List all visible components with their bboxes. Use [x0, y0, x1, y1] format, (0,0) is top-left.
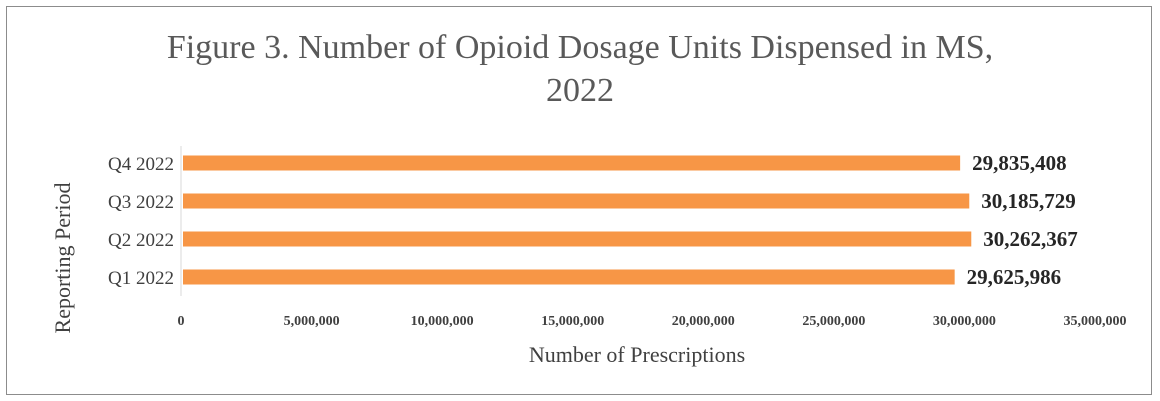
x-tick-label: 5,000,000 — [284, 314, 340, 329]
data-labels: 29,625,986 30,262,367 30,185,729 29,835,408 — [967, 151, 1078, 289]
category-label: Q4 2022 — [108, 154, 174, 175]
x-tick-labels: 0 5,000,000 10,000,000 15,000,000 20,000,000… — [178, 314, 1127, 329]
category-labels: Q1 2022 Q2 2022 Q3 2022 Q4 2022 — [108, 154, 174, 289]
data-label: 30,262,367 — [983, 227, 1077, 251]
x-tick-label: 30,000,000 — [933, 314, 996, 329]
category-label: Q3 2022 — [108, 192, 174, 213]
bars-layer — [183, 155, 972, 285]
y-axis-title: Reporting Period — [50, 183, 75, 334]
x-axis-title: Number of Prescriptions — [529, 342, 745, 367]
category-label: Q2 2022 — [108, 230, 174, 251]
bar-q4-2022 — [183, 155, 961, 171]
x-tick-label: 0 — [178, 314, 185, 329]
chart-title-line-2: 2022 — [546, 72, 614, 109]
bar-q3-2022 — [183, 193, 970, 209]
chart-title-line-1: Figure 3. Number of Opioid Dosage Units … — [167, 29, 993, 66]
x-tick-label: 35,000,000 — [1064, 314, 1127, 329]
x-tick-label: 25,000,000 — [802, 314, 865, 329]
data-label: 30,185,729 — [981, 189, 1076, 213]
x-tick-label: 20,000,000 — [672, 314, 735, 329]
data-label: 29,625,986 — [967, 265, 1061, 289]
data-label: 29,835,408 — [972, 151, 1067, 175]
bar-q1-2022 — [183, 269, 955, 285]
category-label: Q1 2022 — [108, 268, 174, 289]
bar-q2-2022 — [183, 231, 972, 247]
x-tick-label: 15,000,000 — [541, 314, 604, 329]
x-tick-label: 10,000,000 — [411, 314, 474, 329]
